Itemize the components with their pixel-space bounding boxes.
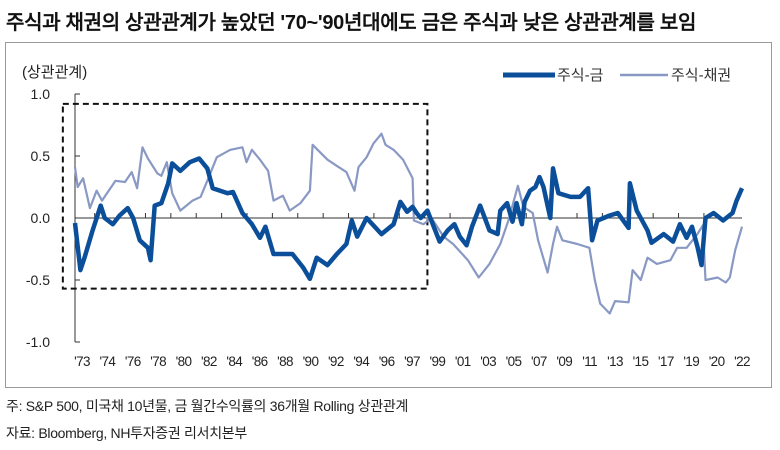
x-tick-label: '03 xyxy=(480,354,496,369)
legend: 주식-금 주식-채권 xyxy=(503,67,731,84)
x-tick-label: '13 xyxy=(607,354,623,369)
x-tick-label: '80 xyxy=(176,354,192,369)
y-tick-label: 0.0 xyxy=(31,210,51,226)
x-tick-label: '22 xyxy=(734,354,750,369)
y-axis-label: (상관관계) xyxy=(22,64,87,81)
x-tick-label: '82 xyxy=(201,354,217,369)
y-tick-label: 0.5 xyxy=(31,148,51,164)
x-tick-label: '74 xyxy=(99,354,116,369)
x-tick-label: '84 xyxy=(226,354,243,369)
x-tick-label: '05 xyxy=(506,354,522,369)
footnote: 주: S&P 500, 미국채 10년물, 금 월간수익률의 36개월 Roll… xyxy=(6,398,409,414)
x-tick-label: '15 xyxy=(633,354,649,369)
x-tick-label: '92 xyxy=(328,354,344,369)
x-tick-label: '90 xyxy=(303,354,319,369)
x-tick-label: '86 xyxy=(252,354,268,369)
y-tick-label: 1.0 xyxy=(31,86,51,102)
x-tick-label: '78 xyxy=(150,354,166,369)
y-tick-label: -1.0 xyxy=(26,334,50,350)
x-tick-label: '88 xyxy=(277,354,293,369)
x-tick-label: '09 xyxy=(556,354,572,369)
y-tick-label: -0.5 xyxy=(26,272,50,288)
chart-title: 주식과 채권의 상관관계가 높았던 '70~'90년대에도 금은 주식과 낮은 … xyxy=(6,12,697,34)
series-line-bond xyxy=(73,132,744,315)
source-note: 자료: Bloomberg, NH투자증권 리서치본부 xyxy=(6,425,247,441)
x-tick-label: '11 xyxy=(582,354,597,369)
series-line-gold xyxy=(72,156,745,282)
legend-label-gold: 주식-금 xyxy=(557,67,604,84)
x-tick-label: '76 xyxy=(125,354,141,369)
x-tick-label: '97 xyxy=(404,354,420,369)
x-tick-label: '19 xyxy=(683,354,699,369)
x-tick-label: '96 xyxy=(379,354,395,369)
highlight-box xyxy=(61,102,429,290)
x-tick-label: '20 xyxy=(709,354,725,369)
chart-frame xyxy=(5,42,772,388)
x-tick-label: '99 xyxy=(429,354,445,369)
x-tick-label: '07 xyxy=(531,354,547,369)
x-tick-label: '17 xyxy=(658,354,674,369)
legend-label-bond: 주식-채권 xyxy=(671,67,731,84)
x-tick-label: '73 xyxy=(74,354,90,369)
x-tick-label: '01 xyxy=(455,354,471,369)
x-tick-label: '94 xyxy=(353,354,370,369)
